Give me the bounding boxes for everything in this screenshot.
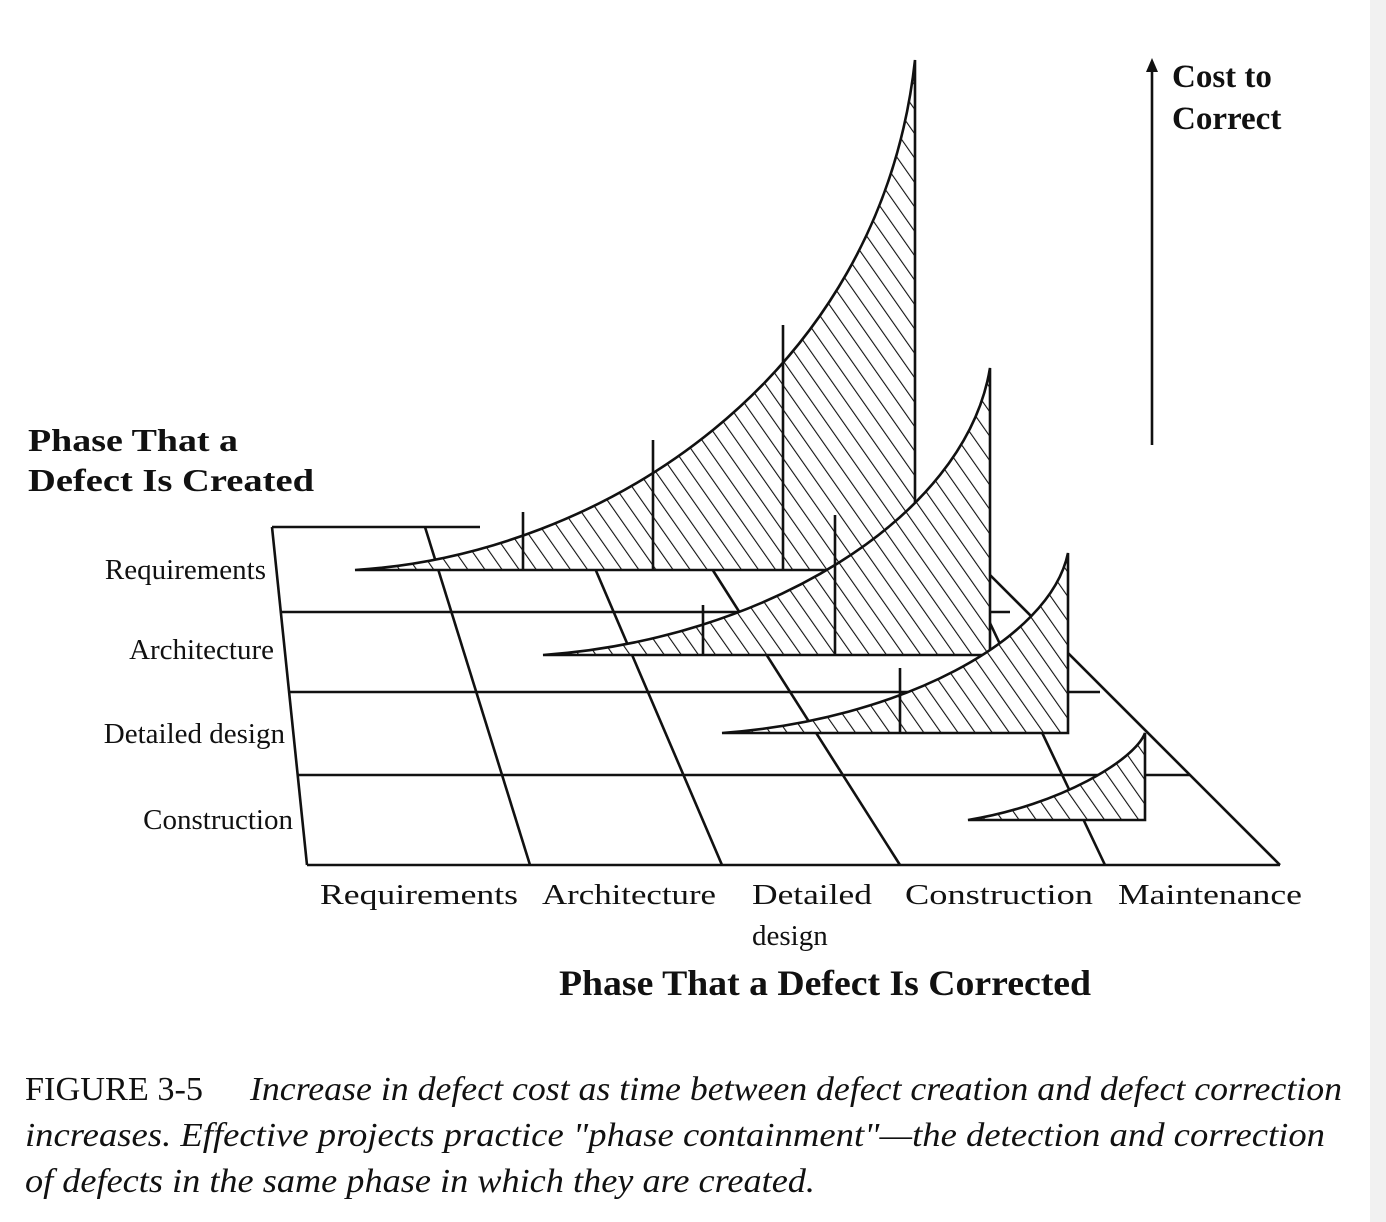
col-label-architecture: Architecture: [542, 879, 716, 911]
created-axis-title-line2: Defect Is Created: [28, 462, 314, 498]
cost-surface-architecture: [542, 367, 992, 657]
cost-label-line1: Cost to: [1172, 59, 1272, 95]
row-label-architecture: Architecture: [129, 634, 274, 666]
row-label-construction: Construction: [143, 804, 293, 836]
row-label-detailed-design: Detailed design: [104, 718, 286, 750]
row-label-requirements: Requirements: [105, 554, 266, 586]
col-label-requirements: Requirements: [320, 879, 518, 911]
cost-surface-requirements: [354, 59, 917, 572]
corrected-axis-title: Phase That a Defect Is Corrected: [559, 963, 1091, 1003]
caption-line-2: increases. Effective projects practice "…: [25, 1117, 1325, 1154]
cost-label-line2: Correct: [1172, 101, 1281, 137]
caption-line-1: Increase in defect cost as time between …: [249, 1071, 1342, 1108]
col-label-construction: Construction: [905, 879, 1094, 911]
created-axis-title-line1: Phase That a: [28, 422, 238, 458]
col-label-maintenance: Maintenance: [1118, 879, 1302, 911]
arrow-up-icon: [1146, 58, 1158, 72]
col-label-design: design: [752, 920, 828, 952]
caption-line-3: of defects in the same phase in which th…: [25, 1163, 815, 1200]
cost-surface-detailed-design: [721, 552, 1070, 735]
cost-surface-construction: [967, 732, 1147, 822]
figure-number: FIGURE 3-5: [25, 1071, 203, 1108]
page-edge: [1370, 0, 1386, 1222]
col-label-detailed: Detailed: [752, 879, 873, 911]
